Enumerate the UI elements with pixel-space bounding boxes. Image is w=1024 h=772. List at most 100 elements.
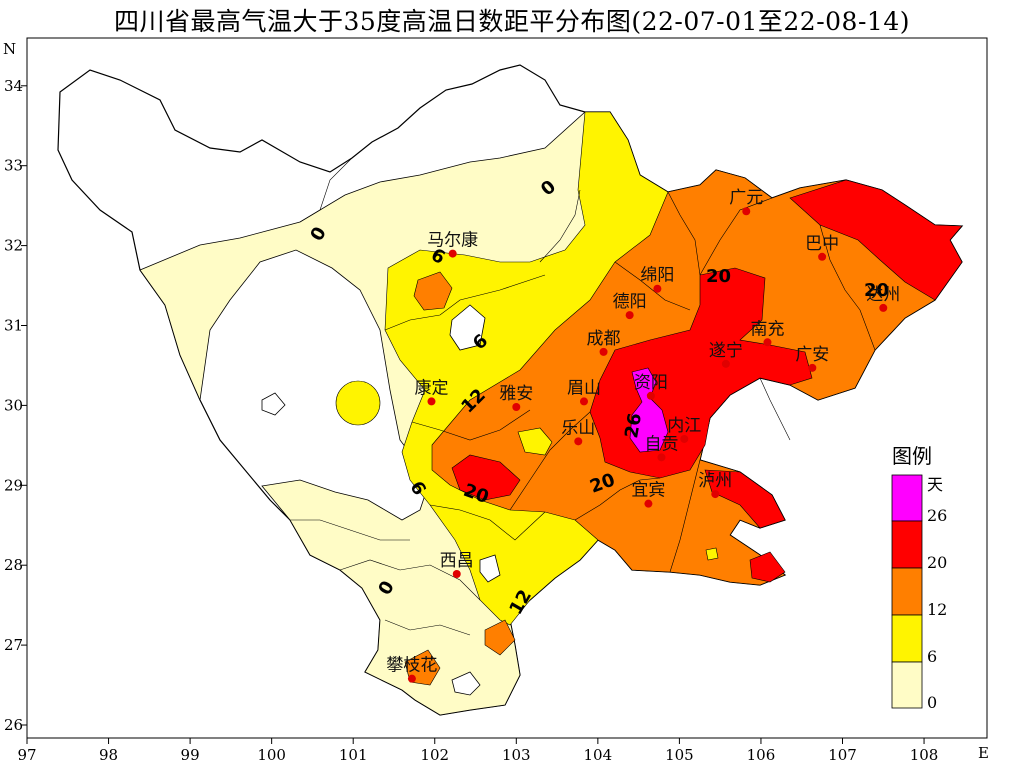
city-dot xyxy=(407,674,416,683)
city-dot xyxy=(808,363,817,372)
legend-swatch-0 xyxy=(891,661,923,709)
y-tick-label: 33 xyxy=(4,157,23,175)
city-label: 广元 xyxy=(729,188,763,208)
city-label: 遂宁 xyxy=(709,341,743,361)
zone-20 xyxy=(789,179,963,301)
x-tick-label: 107 xyxy=(828,746,857,764)
city-dot xyxy=(574,437,583,446)
city-dot xyxy=(818,252,827,261)
x-tick-label: 102 xyxy=(420,746,449,764)
city-dot xyxy=(427,397,436,406)
city-label: 乐山 xyxy=(561,418,595,438)
legend-level-26: 26 xyxy=(927,506,947,525)
city-dot xyxy=(644,499,653,508)
x-tick-label: 108 xyxy=(910,746,939,764)
zone-0-hole-a xyxy=(449,304,486,351)
legend-swatch-20 xyxy=(891,520,923,569)
zone-0-hole-c xyxy=(479,554,501,583)
city-label: 资阳 xyxy=(634,373,668,393)
contour-label-26: 26 xyxy=(621,411,646,439)
legend-level-12: 12 xyxy=(927,600,947,619)
x-axis-ticks: 97 98 99 100 101 102 103 104 105 106 107 108 xyxy=(17,738,938,764)
city-label: 达州 xyxy=(866,285,900,305)
city-dot xyxy=(599,347,608,356)
city-label: 宜宾 xyxy=(631,481,665,501)
zone-20-southeast xyxy=(749,551,786,583)
x-tick-label: 104 xyxy=(584,746,613,764)
legend-title: 图例 xyxy=(892,444,932,468)
city-label: 攀枝花 xyxy=(386,656,437,676)
city-label: 泸州 xyxy=(698,471,732,491)
zone-12-patch-aba xyxy=(413,271,453,311)
zone-6-patch-kangding xyxy=(335,380,381,426)
city-dot xyxy=(579,397,588,406)
city-dot xyxy=(646,391,655,400)
x-tick-label: 106 xyxy=(747,746,776,764)
legend-level-6: 6 xyxy=(927,647,937,666)
city-dot xyxy=(657,453,666,462)
city-label: 巴中 xyxy=(805,234,839,254)
city-label: 马尔康 xyxy=(427,231,478,251)
city-label: 自贡 xyxy=(644,434,678,454)
city-label: 眉山 xyxy=(567,378,601,398)
y-tick-label: 29 xyxy=(4,476,23,494)
legend-swatch-12 xyxy=(891,567,923,616)
city-label: 绵阳 xyxy=(640,266,674,286)
city-dot xyxy=(625,311,634,320)
y-tick-label: 34 xyxy=(4,77,23,95)
legend-unit: 天 xyxy=(927,475,943,494)
x-tick-label: 100 xyxy=(257,746,286,764)
x-tick-label: 98 xyxy=(99,746,118,764)
legend-swatch-6 xyxy=(891,614,923,663)
city-label: 南充 xyxy=(750,319,784,339)
city-dot xyxy=(680,434,689,443)
city-dot xyxy=(721,359,730,368)
legend: 图例 天 26 20 12 6 0 xyxy=(891,444,947,712)
contour-label-20-east: 20 xyxy=(864,280,889,301)
y-tick-label: 32 xyxy=(4,237,23,255)
x-tick-label: 97 xyxy=(17,746,36,764)
contour-label-20-north: 20 xyxy=(706,266,731,287)
city-label: 康定 xyxy=(414,378,448,398)
zone-0-hole-b xyxy=(261,392,286,416)
zone-6-patch-leshan xyxy=(517,427,553,456)
y-axis-ticks: 26 27 28 29 30 31 32 33 34 xyxy=(4,77,27,734)
city-label: 内江 xyxy=(667,416,701,436)
city-dot xyxy=(763,338,772,347)
y-tick-label: 31 xyxy=(4,317,23,335)
map-title: 四川省最高气温大于35度高温日数距平分布图(22-07-01至22-08-14) xyxy=(114,7,910,36)
city-dot xyxy=(879,303,888,312)
zone-12-patch-south xyxy=(484,619,516,656)
zone-26 xyxy=(629,367,669,453)
city-dot xyxy=(653,284,662,293)
y-tick-label: 30 xyxy=(4,396,23,414)
legend-level-20: 20 xyxy=(927,553,947,572)
city-dot xyxy=(742,207,751,216)
x-tick-label: 99 xyxy=(181,746,200,764)
x-tick-label: 103 xyxy=(502,746,531,764)
y-tick-label: 27 xyxy=(4,636,23,654)
city-label: 雅安 xyxy=(499,384,533,404)
city-dot xyxy=(512,402,521,411)
zone-6-patch-east xyxy=(705,547,719,561)
city-label: 成都 xyxy=(587,329,621,349)
legend-level-0: 0 xyxy=(927,693,937,712)
y-tick-label: 26 xyxy=(4,716,23,734)
zone-20-southwest xyxy=(451,454,521,501)
city-dot xyxy=(448,249,457,258)
x-axis-unit: E xyxy=(978,744,989,762)
city-dot xyxy=(711,490,720,499)
y-axis-unit: N xyxy=(3,40,16,58)
city-label: 德阳 xyxy=(613,292,647,312)
city-dot xyxy=(452,569,461,578)
x-tick-label: 105 xyxy=(665,746,694,764)
x-tick-label: 101 xyxy=(339,746,368,764)
city-label: 广安 xyxy=(795,345,829,365)
city-label: 西昌 xyxy=(440,551,474,571)
y-tick-label: 28 xyxy=(4,556,23,574)
zone-0-hole-d xyxy=(451,671,481,696)
county-boundaries xyxy=(290,157,876,636)
